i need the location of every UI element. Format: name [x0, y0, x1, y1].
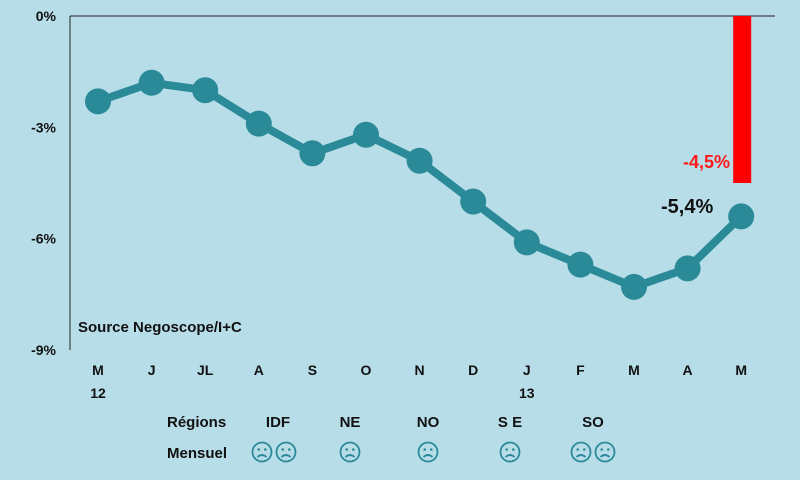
- face-eye: [607, 448, 610, 451]
- data-point: [621, 273, 647, 300]
- face-mouth: [280, 454, 292, 458]
- mensuel-label: Mensuel: [167, 445, 227, 462]
- bar-value-label: -4,5%: [683, 152, 730, 172]
- regions-label: Régions: [167, 414, 226, 431]
- region-code: SO: [582, 414, 604, 431]
- data-point: [85, 88, 111, 115]
- x-tick-sublabel: 13: [519, 385, 535, 401]
- x-tick-label: M: [628, 362, 640, 378]
- sad-face-icon: [275, 441, 297, 463]
- face-mouth: [599, 454, 611, 458]
- data-point: [460, 188, 487, 215]
- x-tick-sublabel: 12: [90, 385, 106, 401]
- y-tick-label: -9%: [31, 342, 56, 358]
- y-tick-label: -3%: [31, 119, 56, 135]
- y-tick-label: 0%: [36, 8, 57, 24]
- y-tick-label: -6%: [31, 231, 56, 247]
- x-tick-label: A: [254, 362, 264, 378]
- face-eye: [576, 448, 579, 451]
- data-point: [567, 251, 594, 278]
- face-eye: [352, 448, 355, 451]
- face-outline: [499, 441, 521, 463]
- x-tick-label: N: [415, 362, 425, 378]
- data-point: [299, 140, 326, 167]
- face-eye: [600, 448, 603, 451]
- face-eye: [512, 448, 515, 451]
- data-point: [245, 110, 272, 137]
- face-mouth: [344, 454, 356, 458]
- face-outline: [594, 441, 616, 463]
- face-outline: [339, 441, 361, 463]
- face-eye: [264, 448, 267, 451]
- sad-face-icon: [251, 441, 273, 463]
- sad-face-icon: [570, 441, 592, 463]
- region-code: NE: [340, 414, 361, 431]
- data-point: [192, 77, 219, 104]
- region-code: IDF: [266, 414, 290, 431]
- annotations: -4,5% -5,4% Source Negoscope/I+C: [78, 152, 730, 336]
- face-mouth: [422, 454, 434, 458]
- face-eye: [257, 448, 261, 451]
- data-point: [353, 121, 379, 148]
- face-eye: [430, 448, 433, 451]
- data-point: [728, 203, 755, 230]
- region-code: S E: [498, 414, 522, 431]
- series-layer: [85, 69, 755, 300]
- region-legend: Régions Mensuel IDF NE NO S E SO: [167, 414, 616, 463]
- face-eye: [505, 448, 509, 451]
- face-mouth: [256, 454, 268, 458]
- face-outline: [275, 441, 297, 463]
- x-tick-label: M: [735, 362, 747, 378]
- data-point: [138, 69, 165, 96]
- sad-face-icon: [417, 441, 439, 463]
- x-tick-label: O: [361, 362, 372, 378]
- x-tick-label: F: [576, 362, 585, 378]
- x-tick-label: S: [308, 362, 317, 378]
- series-line: [94, 78, 746, 291]
- sad-face-icon: [499, 441, 521, 463]
- x-tick-label: J: [523, 362, 531, 378]
- face-eye: [288, 448, 291, 451]
- data-point: [513, 229, 540, 256]
- x-tick-label: M: [92, 362, 104, 378]
- face-mouth: [504, 454, 516, 458]
- bar: [733, 16, 752, 183]
- data-point: [674, 255, 701, 282]
- face-mouth: [575, 454, 587, 458]
- x-tick-label: D: [468, 362, 478, 378]
- face-eye: [423, 448, 427, 451]
- bar-layer: [733, 16, 752, 183]
- face-outline: [570, 441, 592, 463]
- y-tick-labels: 0% -3% -6% -9%: [31, 8, 56, 358]
- sad-face-icon: [339, 441, 361, 463]
- last-point-label: -5,4%: [661, 196, 713, 218]
- x-tick-label: A: [683, 362, 693, 378]
- face-outline: [417, 441, 439, 463]
- x-tick-labels: M 12 J JL A S O N D J 13 F M A M: [90, 362, 747, 401]
- x-tick-label: JL: [197, 362, 214, 378]
- face-eye: [583, 448, 586, 451]
- data-point: [406, 147, 433, 174]
- x-tick-label: J: [148, 362, 156, 378]
- face-eye: [345, 448, 349, 451]
- face-outline: [251, 441, 273, 463]
- face-eye: [281, 448, 285, 451]
- axes: [69, 15, 775, 350]
- region-code: NO: [417, 414, 440, 431]
- sad-face-icon: [594, 441, 616, 463]
- source-label: Source Negoscope/I+C: [78, 319, 242, 336]
